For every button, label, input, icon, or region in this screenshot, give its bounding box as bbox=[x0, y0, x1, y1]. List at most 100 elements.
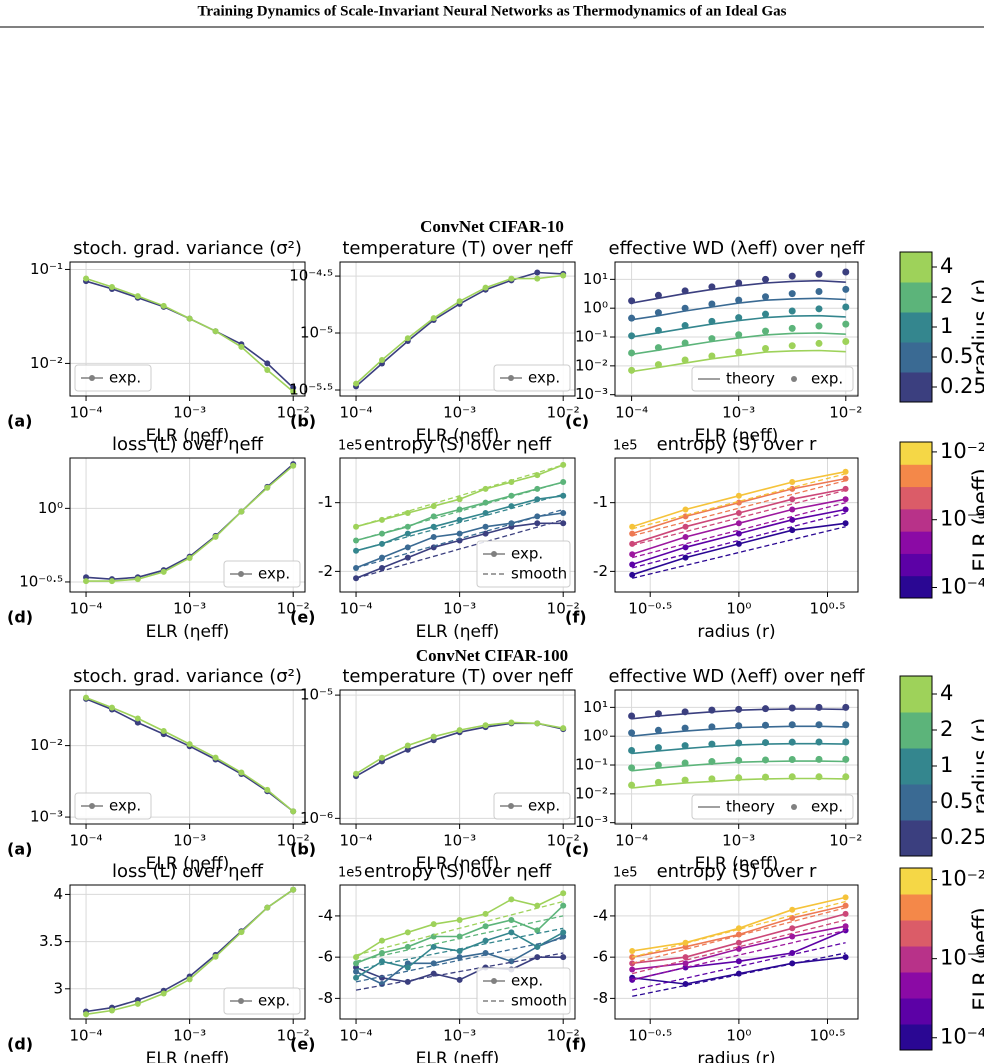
axis-offset-label: 1e5 bbox=[613, 439, 638, 454]
data-point bbox=[735, 756, 743, 764]
data-point bbox=[842, 902, 849, 909]
data-point bbox=[186, 741, 193, 748]
legend-swatch bbox=[508, 803, 514, 809]
y-tick-label: 4 bbox=[53, 885, 63, 903]
y-tick-label: -6 bbox=[318, 948, 333, 966]
colorbar-tick-label: 2 bbox=[940, 284, 953, 308]
data-point bbox=[160, 728, 167, 735]
panel-label: (a) bbox=[7, 412, 32, 431]
page-header: Training Dynamics of Scale-Invariant Neu… bbox=[197, 3, 786, 19]
data-point bbox=[842, 773, 850, 781]
data-point bbox=[508, 719, 515, 726]
data-point bbox=[508, 275, 515, 282]
series-line bbox=[632, 907, 846, 964]
data-point bbox=[628, 764, 636, 772]
colorbar-tick-label: 0.25 bbox=[940, 374, 984, 398]
data-point bbox=[404, 335, 411, 342]
legend-label: exp. bbox=[511, 972, 543, 990]
x-tick-label: 10⁻⁴ bbox=[615, 832, 648, 850]
colorbar-title: ELR (ηeff) bbox=[969, 907, 984, 1010]
legend-label: exp. bbox=[811, 370, 843, 388]
data-point bbox=[482, 722, 489, 729]
data-point bbox=[762, 310, 770, 318]
data-point bbox=[560, 929, 567, 936]
data-point bbox=[708, 723, 716, 731]
data-point bbox=[628, 366, 636, 374]
series-line bbox=[355, 508, 564, 569]
data-point bbox=[708, 317, 716, 325]
y-tick-label: -1 bbox=[318, 493, 333, 511]
data-point bbox=[788, 756, 796, 764]
colorbar-tick-label: 10⁻³ bbox=[940, 946, 984, 970]
x-axis-label: ELR (ηeff) bbox=[416, 426, 500, 446]
x-tick-label: 10⁻³ bbox=[173, 1027, 206, 1045]
data-point bbox=[708, 335, 716, 343]
data-point bbox=[628, 314, 636, 322]
panel-title: temperature (T) over ηeff bbox=[342, 238, 573, 259]
data-point bbox=[353, 380, 360, 387]
series-line bbox=[632, 919, 846, 975]
legend-box bbox=[691, 366, 854, 392]
legend-label: exp. bbox=[109, 369, 141, 387]
y-tick-label: 10⁻² bbox=[575, 356, 608, 374]
data-point bbox=[815, 287, 823, 295]
colorbar-tick-label: 2 bbox=[940, 717, 953, 741]
data-point bbox=[628, 349, 636, 357]
x-tick-label: 10⁻⁴ bbox=[340, 600, 373, 618]
data-point bbox=[456, 298, 463, 305]
data-point bbox=[789, 925, 796, 932]
x-tick-label: 10⁻² bbox=[829, 404, 862, 422]
data-point bbox=[842, 910, 849, 917]
y-tick-label: 10⁻⁰·⁵ bbox=[19, 572, 63, 590]
data-point bbox=[378, 950, 385, 957]
data-point bbox=[482, 284, 489, 291]
legend-swatch bbox=[491, 978, 497, 984]
data-point bbox=[762, 293, 770, 301]
colorbar-band bbox=[900, 712, 932, 749]
series-line bbox=[632, 900, 846, 958]
series-line bbox=[632, 929, 846, 981]
plot-frame bbox=[69, 884, 306, 1020]
x-tick-label: 10⁻³ bbox=[443, 404, 476, 422]
data-point bbox=[560, 479, 567, 486]
data-point bbox=[534, 520, 541, 527]
panel-label: (e) bbox=[290, 608, 315, 627]
data-point bbox=[789, 479, 796, 486]
data-point bbox=[735, 530, 742, 537]
panel-title: entropy (S) over r bbox=[657, 861, 817, 882]
colorbar-tick-label: 10⁻⁴ bbox=[940, 574, 984, 598]
data-point bbox=[789, 516, 796, 523]
panel-title: loss (L) over ηeff bbox=[112, 434, 264, 455]
data-point bbox=[290, 388, 297, 395]
legend-label: exp. bbox=[258, 992, 290, 1010]
colorbar-band bbox=[900, 575, 932, 599]
data-point bbox=[456, 917, 463, 924]
x-axis-label: ELR (ηeff) bbox=[146, 854, 230, 874]
panel-label: (b) bbox=[290, 412, 316, 431]
y-tick-label: 10⁻⁵ bbox=[300, 324, 333, 342]
series-line bbox=[355, 481, 564, 542]
data-point bbox=[682, 523, 689, 530]
data-point bbox=[842, 468, 849, 475]
legend-label: theory bbox=[726, 798, 775, 816]
legend-label: exp. bbox=[109, 797, 141, 815]
data-point bbox=[629, 561, 636, 568]
data-point bbox=[682, 954, 689, 961]
data-point bbox=[629, 551, 636, 558]
data-point bbox=[134, 715, 141, 722]
data-point bbox=[735, 722, 743, 730]
data-point bbox=[654, 710, 662, 718]
x-tick-label: 10⁻⁴ bbox=[340, 832, 373, 850]
data-point bbox=[404, 943, 411, 950]
data-point bbox=[430, 943, 437, 950]
data-point bbox=[762, 327, 770, 335]
data-point bbox=[735, 958, 742, 965]
y-tick-label: -8 bbox=[318, 989, 333, 1007]
data-point bbox=[378, 754, 385, 761]
panel-label: (b) bbox=[290, 840, 316, 859]
data-point bbox=[842, 303, 850, 311]
data-point bbox=[788, 307, 796, 315]
x-tick-label: 10⁻³ bbox=[173, 404, 206, 422]
data-point bbox=[353, 954, 360, 961]
data-point bbox=[735, 331, 743, 339]
